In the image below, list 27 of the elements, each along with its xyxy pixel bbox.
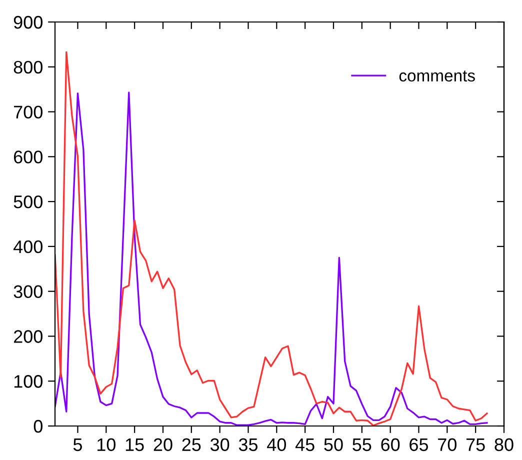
y-tick-label: 900	[14, 16, 42, 29]
x-tick-label: 5	[73, 438, 82, 452]
y-tick-label: 200	[14, 330, 42, 343]
legend-label: comments	[399, 70, 475, 82]
x-tick-label: 20	[154, 438, 172, 452]
y-tick-label: 800	[14, 60, 42, 74]
y-tick-label: 0	[34, 420, 42, 433]
y-tick-label: 700	[14, 106, 42, 118]
y-tick-label: 500	[14, 195, 42, 208]
x-tick-label: 15	[126, 438, 144, 452]
x-tick-label: 75	[466, 438, 485, 452]
x-tick-label: 60	[381, 438, 400, 452]
x-tick-label: 40	[267, 438, 286, 452]
x-tick-label: 35	[238, 438, 258, 452]
x-tick-label: 55	[352, 438, 372, 452]
y-tick-label: 600	[14, 150, 42, 164]
y-tick-label: 100	[14, 375, 42, 388]
y-tick-label: 400	[13, 240, 42, 254]
y-tick-label: 300	[14, 285, 42, 298]
x-tick-label: 30	[210, 438, 230, 452]
x-tick-label: 45	[295, 438, 314, 452]
x-tick-label: 80	[494, 438, 514, 452]
x-tick-label: 50	[324, 438, 343, 452]
x-tick-label: 25	[182, 438, 201, 452]
x-tick-label: 70	[438, 438, 456, 452]
x-tick-label: 10	[97, 438, 116, 452]
x-tick-label: 65	[410, 438, 428, 452]
